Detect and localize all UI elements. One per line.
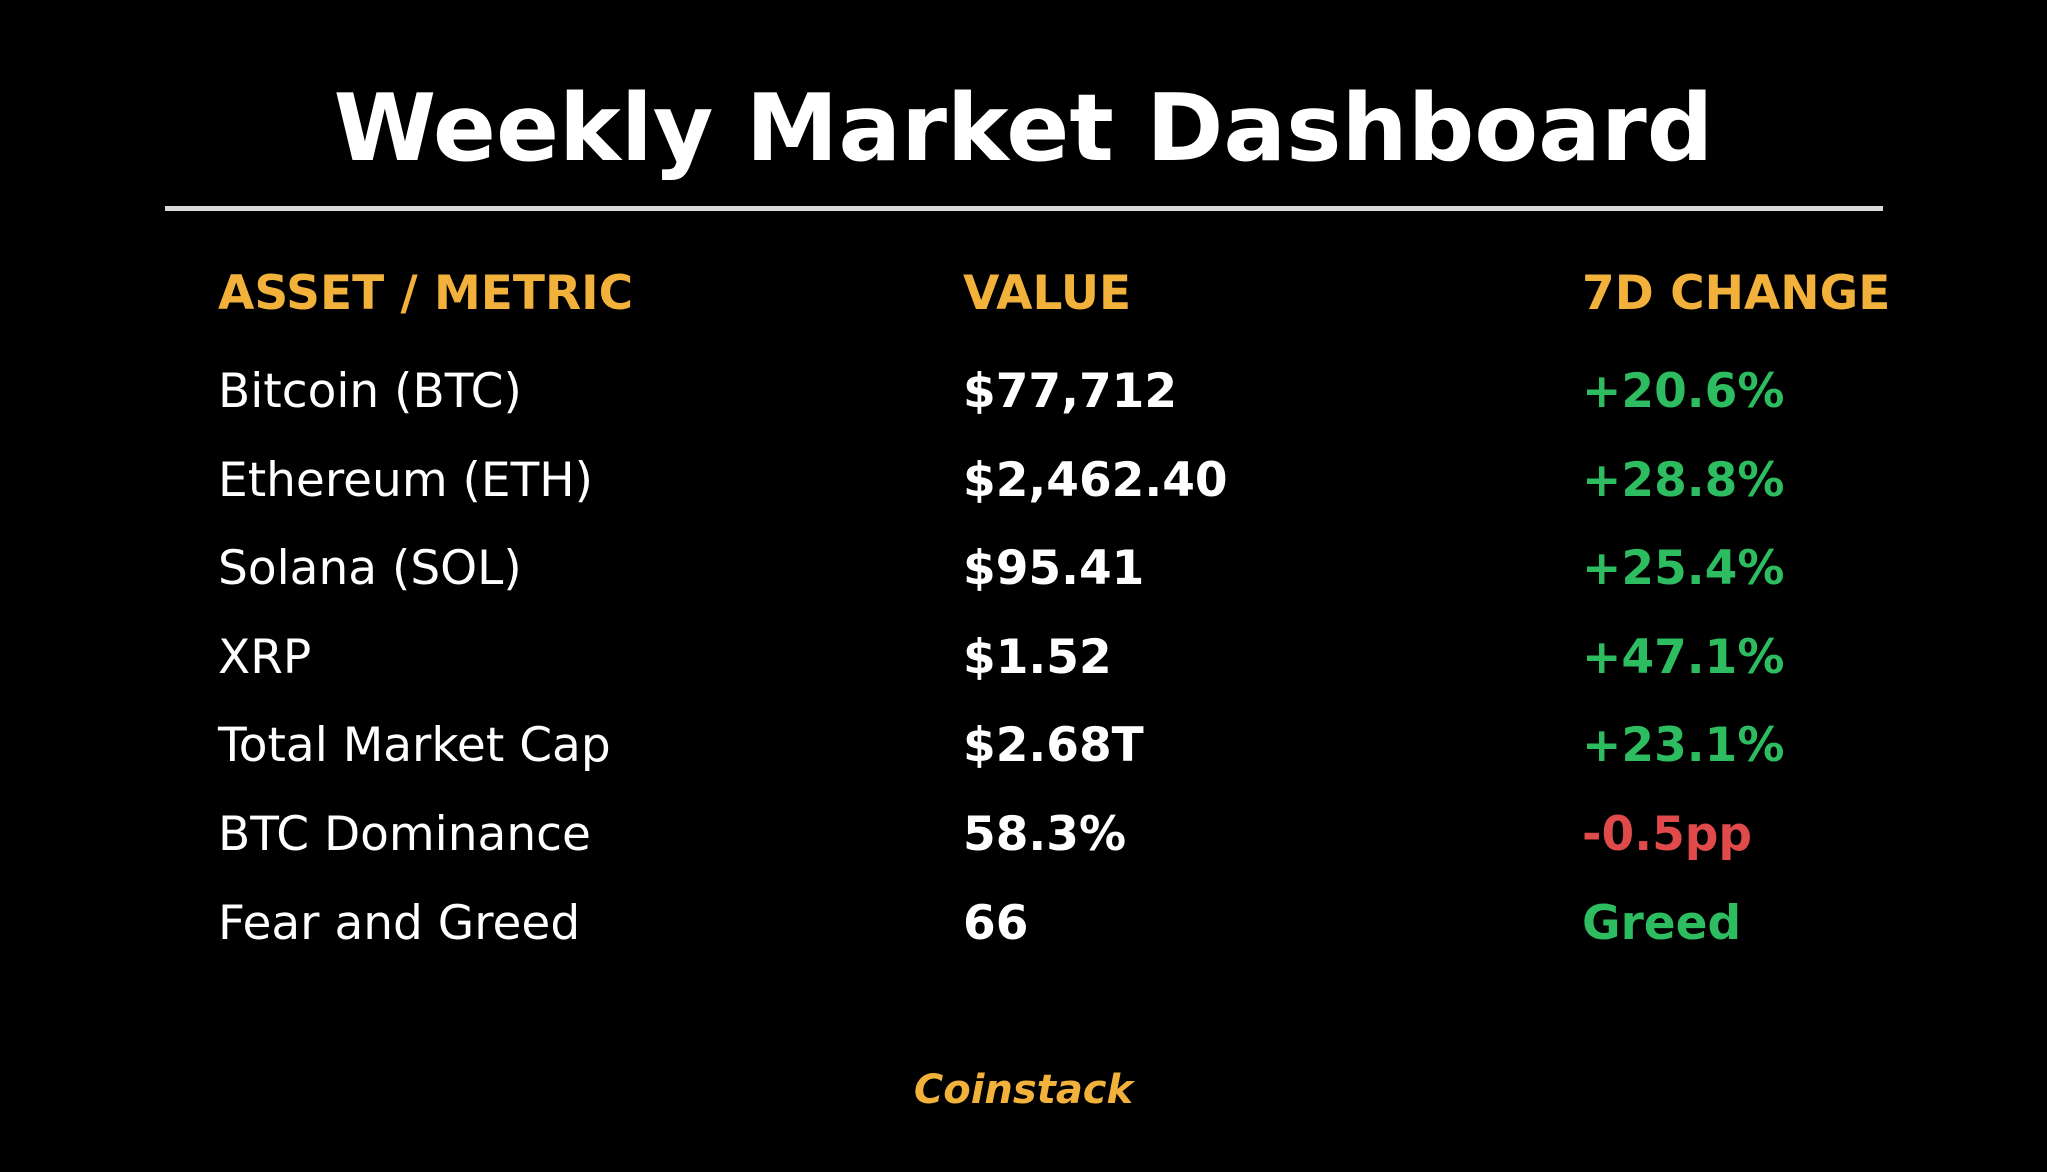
row-metric: Ethereum (ETH)	[218, 453, 593, 508]
row-change: +25.4%	[1582, 541, 1785, 596]
table-header: ASSET / METRIC VALUE 7D CHANGE	[0, 264, 2047, 324]
row-change: +28.8%	[1582, 453, 1785, 508]
row-value: $1.52	[963, 630, 1112, 685]
table-row: BTC Dominance 58.3% -0.5pp	[0, 805, 2047, 865]
row-value: 66	[963, 896, 1029, 951]
row-change: +47.1%	[1582, 630, 1785, 685]
header-asset-metric: ASSET / METRIC	[218, 266, 634, 321]
title-divider	[165, 206, 1883, 211]
row-change: +23.1%	[1582, 718, 1785, 773]
row-metric: BTC Dominance	[218, 807, 591, 862]
row-value: 58.3%	[963, 807, 1127, 862]
row-change: Greed	[1582, 896, 1742, 951]
row-metric: Fear and Greed	[218, 896, 581, 951]
row-change: +20.6%	[1582, 364, 1785, 419]
row-value: $2.68T	[963, 718, 1144, 773]
brand-footer: Coinstack	[913, 1067, 1134, 1113]
table-row: Ethereum (ETH) $2,462.40 +28.8%	[0, 451, 2047, 511]
row-metric: Bitcoin (BTC)	[218, 364, 522, 419]
dashboard-title: Weekly Market Dashboard	[333, 74, 1714, 182]
table-row: Fear and Greed 66 Greed	[0, 894, 2047, 954]
row-change: -0.5pp	[1582, 807, 1753, 862]
table-row: Bitcoin (BTC) $77,712 +20.6%	[0, 362, 2047, 422]
table-row: XRP $1.52 +47.1%	[0, 628, 2047, 688]
header-7d-change: 7D CHANGE	[1582, 266, 1891, 321]
table-row: Solana (SOL) $95.41 +25.4%	[0, 539, 2047, 599]
row-value: $2,462.40	[963, 453, 1228, 508]
row-metric: Total Market Cap	[218, 718, 611, 773]
header-value: VALUE	[963, 266, 1132, 321]
row-metric: Solana (SOL)	[218, 541, 522, 596]
table-row: Total Market Cap $2.68T +23.1%	[0, 716, 2047, 776]
row-metric: XRP	[218, 630, 312, 685]
row-value: $77,712	[963, 364, 1178, 419]
row-value: $95.41	[963, 541, 1145, 596]
